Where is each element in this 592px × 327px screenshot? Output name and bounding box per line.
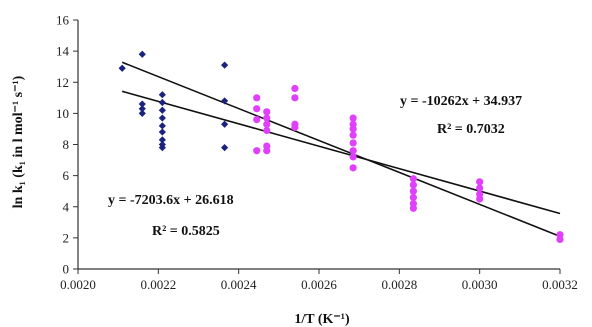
- y-tick-label: 16: [56, 13, 70, 28]
- data-point-circle: [556, 235, 564, 244]
- data-point-circle: [409, 175, 417, 183]
- data-point-circle: [291, 94, 299, 102]
- data-point-circle: [291, 123, 299, 131]
- annotation-eq-1: y = -10262x + 34.937: [400, 94, 522, 109]
- y-tick-label: 10: [56, 106, 69, 121]
- data-point-circle: [476, 195, 484, 203]
- data-point-circle: [409, 204, 417, 212]
- data-point-circle: [476, 178, 484, 186]
- data-point-circle: [253, 116, 261, 124]
- x-tick-label: 0.0026: [301, 277, 337, 292]
- data-point-circle: [263, 126, 271, 135]
- data-point-diamond: [158, 144, 166, 152]
- data-point-diamond: [221, 144, 229, 152]
- trendlines: [121, 61, 561, 238]
- data-point-diamond: [221, 61, 229, 69]
- y-tick-label: 4: [63, 199, 70, 214]
- data-point-circle: [291, 84, 299, 93]
- annotation-r2-2: R² = 0.5825: [152, 224, 220, 239]
- x-tick-label: 0.0020: [60, 277, 96, 292]
- data-point-diamond: [221, 120, 229, 128]
- data-point-circle: [263, 108, 271, 116]
- ticks: 0.0020 0.0022 0.0024 0.0026 0.0028 0.0030 0.00…: [56, 13, 578, 293]
- data-point-diamond: [138, 109, 146, 117]
- data-point-diamond: [158, 122, 166, 130]
- x-tick-label: 0.0024: [221, 277, 257, 292]
- x-tick-label: 0.0022: [140, 277, 176, 292]
- data-point-circle: [263, 114, 271, 122]
- y-tick-label: 12: [56, 75, 69, 90]
- y-tick-label: 2: [63, 230, 70, 245]
- annotation-r2-1: R² = 0.7032: [437, 122, 505, 137]
- data-point-circle: [349, 164, 357, 172]
- data-point-circle: [253, 147, 261, 155]
- data-point-circle: [409, 193, 417, 202]
- data-point-diamond: [158, 136, 166, 144]
- data-point-diamond: [138, 105, 146, 113]
- trendline-2: [121, 61, 561, 238]
- data-point-circle: [253, 105, 261, 113]
- trendline-1: [121, 90, 561, 215]
- data-point-diamond: [221, 97, 229, 105]
- data-point-circle: [349, 153, 357, 161]
- data-point-diamond: [138, 50, 146, 58]
- x-tick-label: 0.0030: [462, 277, 498, 292]
- data-point-diamond: [138, 100, 146, 108]
- y-tick-label: 6: [63, 168, 70, 183]
- x-axis-title: 1/T (K⁻¹): [294, 312, 350, 327]
- data-point-diamond: [118, 64, 126, 72]
- data-points: [118, 50, 564, 244]
- data-point-circle: [349, 125, 357, 133]
- x-tick-label: 0.0028: [381, 277, 417, 292]
- data-point-circle: [263, 120, 271, 128]
- y-tick-label: 0: [63, 262, 70, 277]
- data-point-circle: [476, 184, 484, 192]
- data-point-diamond: [158, 106, 166, 114]
- x-tick-label: 0.0032: [542, 277, 578, 292]
- data-point-diamond: [158, 114, 166, 122]
- data-point-circle: [349, 147, 357, 155]
- annotation-eq-2: y = -7203.6x + 26.618: [108, 193, 234, 208]
- data-point-circle: [253, 94, 261, 102]
- y-axis-title: ln k₁ (k₁ in l mol⁻¹ s⁻¹): [11, 75, 26, 208]
- data-point-diamond: [158, 128, 166, 136]
- y-tick-label: 14: [56, 44, 70, 59]
- data-point-circle: [263, 147, 271, 155]
- data-point-diamond: [158, 98, 166, 107]
- data-point-circle: [349, 114, 357, 122]
- axes: [77, 20, 560, 270]
- data-point-circle: [409, 187, 417, 195]
- data-point-diamond: [158, 91, 166, 99]
- data-point-circle: [349, 139, 357, 147]
- y-tick-label: 8: [63, 137, 70, 152]
- data-point-circle: [409, 181, 417, 189]
- data-point-circle: [349, 131, 357, 139]
